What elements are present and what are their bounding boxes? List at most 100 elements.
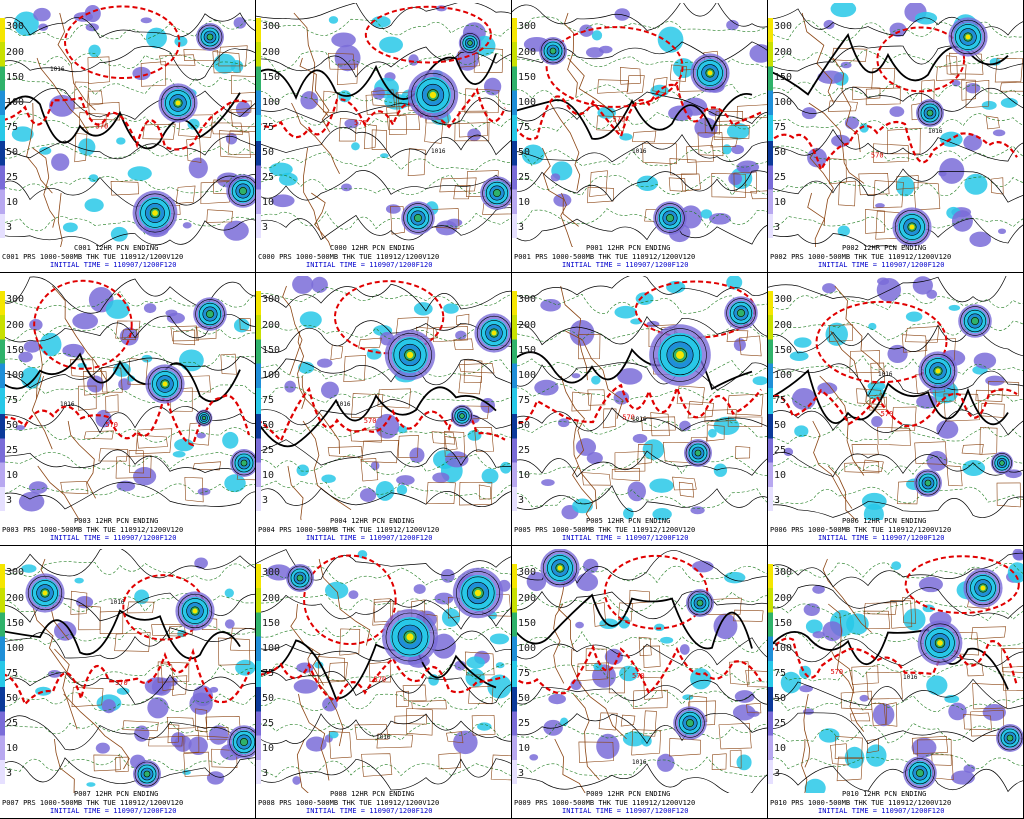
precip-area xyxy=(284,380,296,393)
state-border xyxy=(317,656,345,684)
coastline xyxy=(822,558,872,633)
map-canvas: 570 1016 xyxy=(256,549,511,793)
coastline xyxy=(31,375,53,450)
precip-area xyxy=(747,710,760,717)
state-border xyxy=(863,610,891,629)
precip-area xyxy=(604,648,623,665)
state-border xyxy=(887,128,921,155)
legend-label: 3 xyxy=(518,768,525,779)
precip-area xyxy=(734,690,755,703)
thickness-contour xyxy=(0,721,255,735)
state-border xyxy=(115,455,152,479)
coastline xyxy=(32,147,56,228)
state-border xyxy=(159,54,196,66)
state-border xyxy=(642,142,677,165)
coastline xyxy=(812,420,853,509)
initial-time: INITIAL TIME = 110907/1200F120 xyxy=(562,261,689,269)
storm-system xyxy=(133,760,161,788)
storm-system xyxy=(230,449,255,477)
storm-system xyxy=(193,297,227,331)
legend-label: 200 xyxy=(518,47,537,58)
precip-area xyxy=(803,603,820,617)
legend-label: 3 xyxy=(518,495,525,506)
state-border xyxy=(871,703,887,727)
legend-label: 150 xyxy=(518,618,537,629)
legend-label: 75 xyxy=(518,122,531,133)
precip-area xyxy=(649,478,674,493)
isobar xyxy=(256,283,511,312)
pressure-label: 1016 xyxy=(903,674,918,681)
legend-label: 300 xyxy=(6,294,25,305)
precip-area xyxy=(187,118,200,130)
precip-area xyxy=(375,480,395,501)
thickness-loop xyxy=(364,5,492,64)
precip-area xyxy=(174,438,194,452)
legend-label: 300 xyxy=(262,21,281,32)
precip-area xyxy=(477,722,492,731)
legend-label: 150 xyxy=(774,618,793,629)
legend-label: 10 xyxy=(262,470,275,481)
state-border xyxy=(100,366,123,393)
precip-area xyxy=(445,451,469,468)
thickness-contour xyxy=(256,693,511,711)
precip-area xyxy=(707,428,717,438)
state-border xyxy=(902,597,917,624)
thickness-570-line xyxy=(0,96,250,151)
pressure-label: 1016 xyxy=(336,401,351,408)
precip-area xyxy=(541,479,555,486)
initial-time: INITIAL TIME = 110907/1200F120 xyxy=(818,261,945,269)
isobar xyxy=(512,362,767,391)
precip-area xyxy=(846,613,869,635)
precip-area xyxy=(305,736,327,752)
state-border xyxy=(865,87,901,106)
precip-area xyxy=(15,424,25,431)
legend-label: 150 xyxy=(6,618,25,629)
precip-area xyxy=(726,122,750,140)
thickness-contour xyxy=(512,357,767,376)
precip-area xyxy=(823,19,835,30)
isobar xyxy=(512,91,767,124)
legend-label: 25 xyxy=(518,445,531,456)
precip-area xyxy=(635,292,654,305)
map-canvas: 570 1016 xyxy=(256,276,511,520)
precip-area xyxy=(95,742,110,754)
precip-area xyxy=(271,194,295,208)
precip-area xyxy=(585,47,604,58)
thickness-contour xyxy=(0,143,255,159)
state-border xyxy=(704,108,720,135)
thickness-contour xyxy=(768,426,1023,444)
precip-area xyxy=(371,16,391,28)
product-line: C001 PRS 1000-500MB THK TUE 110912/1200V… xyxy=(2,253,184,261)
map-canvas: 570 1016 xyxy=(256,3,511,247)
state-border xyxy=(157,661,190,683)
precip-area xyxy=(39,146,52,155)
state-border xyxy=(706,424,725,442)
isobar xyxy=(256,671,511,704)
precip-area xyxy=(453,730,478,755)
state-border xyxy=(219,130,251,159)
thickness-contour xyxy=(0,216,255,235)
thickness-contour xyxy=(512,565,767,584)
legend-label: 50 xyxy=(6,693,19,704)
map-canvas: 570 1016 xyxy=(512,3,767,247)
isobar xyxy=(512,679,767,705)
state-border xyxy=(239,318,252,332)
state-border xyxy=(913,182,941,211)
precip-area xyxy=(962,459,986,477)
product-line: P003 PRS 1000-500MB THK TUE 110912/1200V… xyxy=(2,526,184,534)
precip-area xyxy=(134,725,150,742)
state-border xyxy=(87,90,104,106)
thickness-label: 570 xyxy=(96,123,109,131)
precip-area xyxy=(877,277,889,286)
thickness-label: 570 xyxy=(622,414,635,422)
precip-area xyxy=(74,577,84,584)
precip-area xyxy=(822,621,843,642)
state-border xyxy=(669,158,698,176)
isobar xyxy=(768,451,1023,477)
thickness-contour xyxy=(512,83,767,105)
legend-label: 25 xyxy=(774,445,787,456)
initial-time: INITIAL TIME = 110907/1200F120 xyxy=(818,807,945,815)
thickness-contour xyxy=(0,52,255,69)
coastline xyxy=(554,738,586,793)
coastline xyxy=(801,738,808,793)
